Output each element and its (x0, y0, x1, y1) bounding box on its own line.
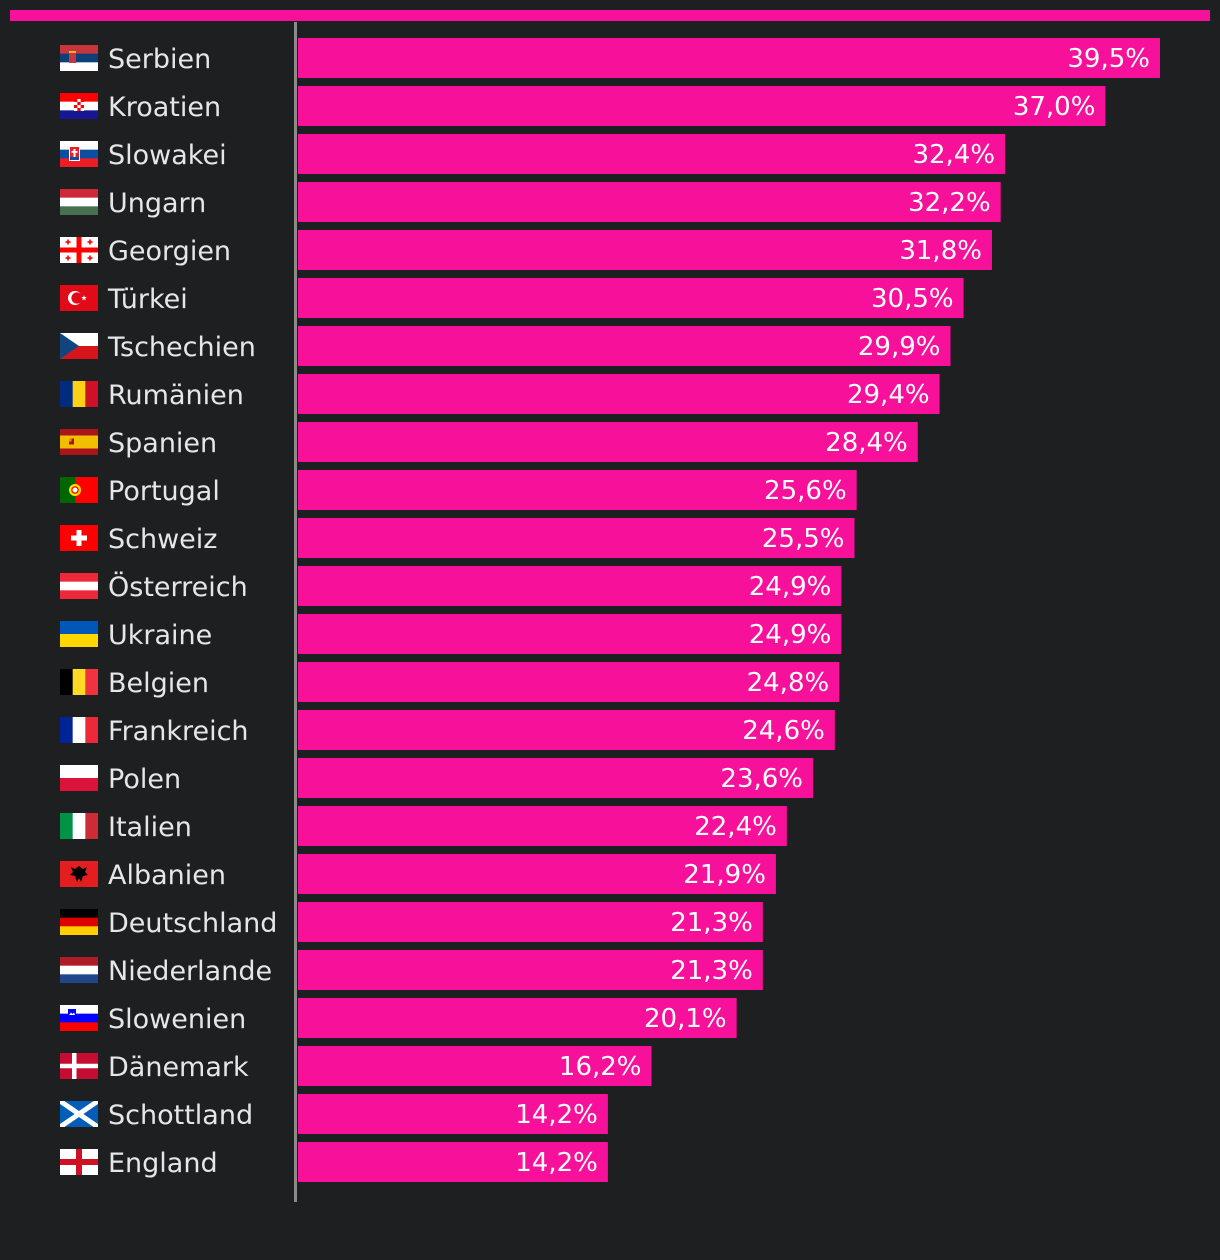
bar-Türkei (298, 278, 964, 318)
category-label: Deutschland (108, 908, 277, 939)
belgium-flag-icon (60, 669, 98, 695)
category-label: Niederlande (108, 956, 272, 987)
category-label: Dänemark (108, 1052, 249, 1083)
england-flag-icon (60, 1149, 98, 1175)
category-label: Tschechien (107, 332, 256, 363)
value-label: 16,2% (559, 1052, 642, 1082)
value-label: 29,4% (847, 380, 930, 410)
bar-Dänemark (298, 1046, 652, 1086)
bar-Schottland (298, 1094, 608, 1134)
category-label: Frankreich (108, 716, 249, 747)
georgia-flag-icon (60, 237, 98, 263)
value-label: 25,5% (762, 524, 845, 554)
value-label: 21,3% (670, 908, 753, 938)
value-label: 14,2% (515, 1148, 598, 1178)
category-label: Slowenien (108, 1004, 246, 1035)
value-label: 24,9% (749, 572, 832, 602)
category-label: England (108, 1148, 218, 1179)
value-label: 30,5% (871, 284, 954, 314)
value-label: 21,9% (683, 860, 766, 890)
value-label: 24,6% (742, 716, 825, 746)
slovakia-flag-icon (60, 141, 98, 167)
bar-Albanien (298, 854, 776, 894)
czechia-flag-icon (60, 333, 98, 359)
value-label: 24,9% (749, 620, 832, 650)
hungary-flag-icon (60, 189, 98, 215)
denmark-flag-icon (60, 1053, 98, 1079)
category-label: Spanien (108, 428, 217, 459)
bar-Portugal (298, 470, 857, 510)
poland-flag-icon (60, 765, 98, 791)
bar-Serbien (298, 38, 1160, 78)
value-label: 32,2% (908, 188, 991, 218)
bar-Belgien (298, 662, 840, 702)
bar-Slowakei (298, 134, 1006, 174)
france-flag-icon (60, 717, 98, 743)
bar-Schweiz (298, 518, 855, 558)
bar-Ukraine (298, 614, 842, 654)
category-label: Albanien (108, 860, 226, 891)
bar-Ungarn (298, 182, 1001, 222)
value-label: 20,1% (644, 1004, 727, 1034)
y-axis-line (294, 22, 297, 1202)
bar-Slowenien (298, 998, 737, 1038)
category-label: Rumänien (108, 380, 244, 411)
bar-Österreich (298, 566, 842, 606)
bar-Spanien (298, 422, 918, 462)
category-label: Ungarn (108, 188, 206, 219)
netherlands-flag-icon (60, 957, 98, 983)
turkey-flag-icon (60, 285, 98, 311)
value-label: 24,8% (747, 668, 830, 698)
portugal-flag-icon (60, 477, 98, 503)
category-label: Italien (108, 812, 192, 843)
category-label: Polen (108, 764, 181, 795)
bar-England (298, 1142, 608, 1182)
austria-flag-icon (60, 573, 98, 599)
category-label: Schweiz (108, 524, 217, 555)
value-label: 32,4% (912, 140, 995, 170)
category-label: Georgien (108, 236, 231, 267)
germany-flag-icon (60, 909, 98, 935)
bar-Kroatien (298, 86, 1106, 126)
bar-Rumänien (298, 374, 940, 414)
category-label: Österreich (108, 571, 248, 603)
bar-Frankreich (298, 710, 835, 750)
ukraine-flag-icon (60, 621, 98, 647)
switzerland-flag-icon (60, 525, 98, 551)
value-label: 28,4% (825, 428, 908, 458)
serbia-flag-icon (60, 45, 98, 71)
romania-flag-icon (60, 381, 98, 407)
albania-flag-icon (60, 861, 98, 887)
italy-flag-icon (60, 813, 98, 839)
value-label: 23,6% (720, 764, 803, 794)
value-label: 37,0% (1013, 92, 1096, 122)
croatia-flag-icon (60, 93, 98, 119)
bar-Deutschland (298, 902, 763, 942)
bar-Polen (298, 758, 814, 798)
category-label: Serbien (108, 44, 211, 75)
category-label: Ukraine (108, 620, 212, 651)
scotland-flag-icon (60, 1101, 98, 1127)
value-label: 21,3% (670, 956, 753, 986)
category-label: Kroatien (108, 92, 221, 123)
value-label: 22,4% (694, 812, 777, 842)
bar-Italien (298, 806, 787, 846)
top-accent-bar (10, 10, 1210, 21)
value-label: 29,9% (858, 332, 941, 362)
value-label: 39,5% (1067, 44, 1150, 74)
value-label: 14,2% (515, 1100, 598, 1130)
category-label: Slowakei (108, 140, 227, 171)
bar-Niederlande (298, 950, 763, 990)
spain-flag-icon (60, 429, 98, 455)
category-label: Schottland (108, 1100, 253, 1131)
value-label: 31,8% (899, 236, 982, 266)
value-label: 25,6% (764, 476, 847, 506)
category-label: Portugal (108, 476, 220, 507)
slovenia-flag-icon (60, 1005, 98, 1031)
category-label: Belgien (108, 668, 209, 699)
category-label: Türkei (107, 284, 188, 315)
bar-Georgien (298, 230, 992, 270)
bar-Tschechien (298, 326, 951, 366)
